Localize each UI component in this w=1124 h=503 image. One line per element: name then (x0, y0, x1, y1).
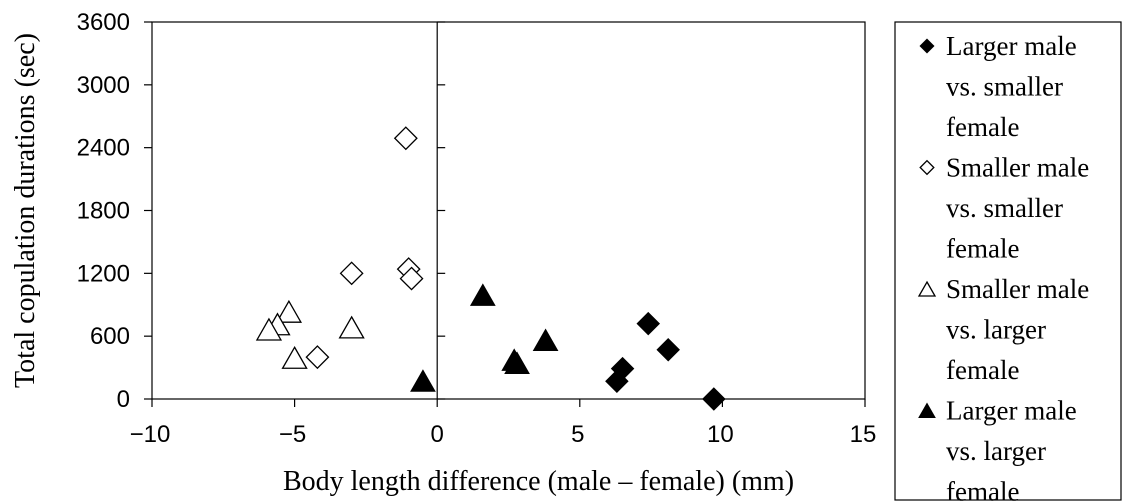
legend-box (894, 21, 1122, 501)
legend-label-larger-male-larger-female: female (946, 477, 1019, 503)
y-tick-label: 3000 (77, 72, 130, 99)
point-larger-male-larger-female (532, 328, 559, 351)
point-smaller-male-smaller-female (339, 261, 364, 286)
legend-label-smaller-male-smaller-female: vs. smaller (946, 193, 1063, 223)
legend-label-smaller-male-larger-female: Smaller male (946, 274, 1089, 304)
y-tick-label: 600 (90, 323, 130, 350)
legend-label-smaller-male-smaller-female: Smaller male (946, 153, 1089, 183)
point-smaller-male-larger-female (275, 299, 303, 323)
point-larger-male-larger-female (410, 369, 436, 392)
point-smaller-male-smaller-female (393, 126, 418, 151)
x-tick-label: −5 (279, 421, 306, 448)
y-tick-label: 2400 (77, 135, 130, 162)
y-tick-label: 1200 (77, 260, 130, 287)
point-larger-male-larger-female (469, 283, 496, 306)
y-axis-title: Total copulation durations (sec) (10, 33, 41, 388)
point-smaller-male-smaller-female (305, 345, 330, 370)
x-axis-title: Body length difference (male – female) (… (283, 466, 794, 497)
y-tick-label: 1800 (77, 198, 130, 225)
point-larger-male-smaller-female (636, 311, 661, 336)
legend-label-smaller-male-smaller-female: female (946, 234, 1019, 264)
x-tick-label: 10 (707, 421, 734, 448)
y-tick-label: 0 (117, 386, 130, 413)
legend-marker-larger-male-larger-female (918, 402, 936, 418)
legend-label-smaller-male-larger-female: vs. larger (946, 315, 1046, 345)
x-tick-label: 15 (850, 421, 877, 448)
legend-marker-larger-male-smaller-female (919, 38, 935, 54)
axes: 0 600 1200 1800 2400 3000 3600 −10 −5 0 5 10 15 (77, 9, 877, 448)
point-larger-male-smaller-female (702, 387, 726, 411)
legend-label-larger-male-smaller-female: female (946, 112, 1019, 142)
legend-label-larger-male-larger-female: vs. larger (946, 436, 1046, 466)
plot-frame (151, 21, 866, 400)
y-tick-label: 3600 (77, 9, 130, 36)
x-tick-label: 5 (571, 421, 584, 448)
x-tick-label: 0 (431, 421, 444, 448)
point-larger-male-smaller-female (656, 338, 680, 362)
point-smaller-male-larger-female (281, 345, 308, 369)
legend-label-larger-male-smaller-female: vs. smaller (946, 72, 1063, 102)
point-smaller-male-larger-female (338, 315, 365, 339)
point-smaller-male-larger-female (255, 317, 283, 341)
point-larger-male-larger-female (504, 351, 530, 374)
point-larger-male-smaller-female (605, 369, 629, 393)
legend-marker-smaller-male-larger-female (917, 280, 937, 297)
plot-area (151, 21, 866, 400)
legend: Larger male vs. smaller female Smaller male… (894, 21, 1122, 503)
legend-label-larger-male-smaller-female: Larger male (946, 31, 1077, 61)
point-smaller-male-smaller-female (399, 266, 424, 291)
legend-label-larger-male-larger-female: Larger male (946, 396, 1077, 426)
legend-label-smaller-male-larger-female: female (946, 355, 1019, 385)
legend-marker-smaller-male-smaller-female (919, 159, 935, 176)
x-tick-label: −10 (130, 421, 171, 448)
data-points (255, 126, 726, 411)
